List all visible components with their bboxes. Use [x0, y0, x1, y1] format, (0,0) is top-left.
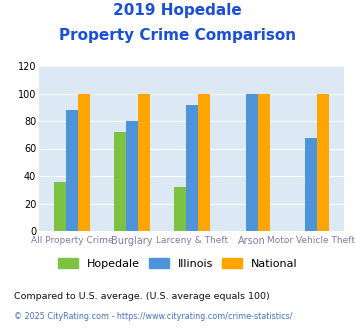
Text: Property Crime Comparison: Property Crime Comparison: [59, 28, 296, 43]
Bar: [257, 93, 269, 231]
Text: Larceny & Theft: Larceny & Theft: [155, 236, 228, 245]
Bar: [66, 110, 78, 231]
Text: Motor Vehicle Theft: Motor Vehicle Theft: [267, 236, 355, 245]
Text: 2019 Hopedale: 2019 Hopedale: [113, 3, 242, 18]
Text: © 2025 CityRating.com - https://www.cityrating.com/crime-statistics/: © 2025 CityRating.com - https://www.city…: [14, 312, 293, 321]
Text: All Property Crime: All Property Crime: [31, 236, 113, 245]
Bar: [126, 121, 138, 231]
Bar: [78, 93, 90, 231]
Bar: [114, 132, 126, 231]
Bar: [186, 105, 198, 231]
Bar: [198, 93, 210, 231]
Bar: [138, 93, 150, 231]
Bar: [305, 138, 317, 231]
Legend: Hopedale, Illinois, National: Hopedale, Illinois, National: [53, 254, 302, 273]
Bar: [246, 93, 257, 231]
Text: Compared to U.S. average. (U.S. average equals 100): Compared to U.S. average. (U.S. average …: [14, 292, 270, 301]
Bar: [317, 93, 329, 231]
Bar: [174, 187, 186, 231]
Bar: [54, 182, 66, 231]
